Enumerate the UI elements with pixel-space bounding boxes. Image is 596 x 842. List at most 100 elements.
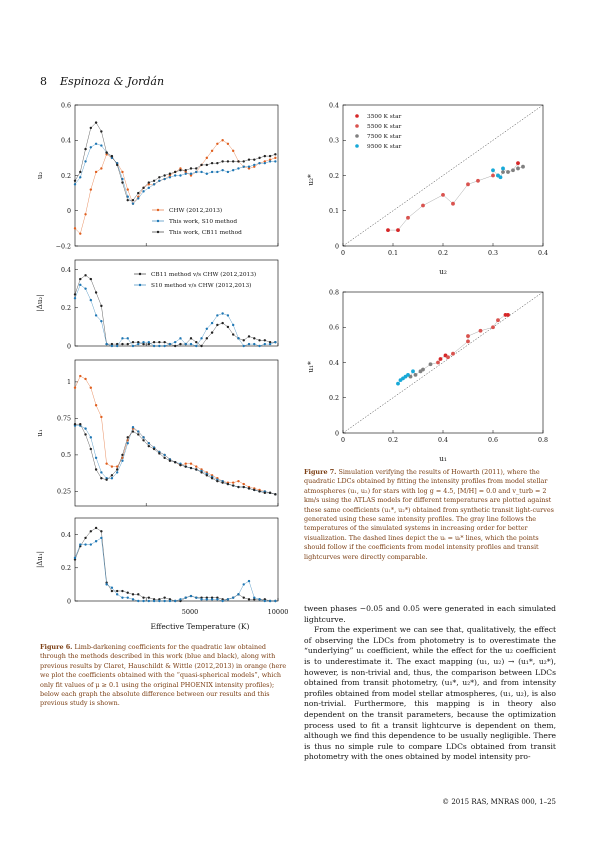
fig6-panel-2-series-1-point [94,456,98,460]
fig6-panel-1-series-1-point [163,344,166,348]
fig6-panel-1-series-1-point [94,314,98,317]
fig6-panel-1-series-0-point [268,340,272,344]
fig6-panel-2-ytick-label: 0.25 [57,489,71,496]
fig6-panel-3-series-1-point [195,596,198,599]
fig6-panel-1-series-1-point [231,323,235,327]
fig7-bottom-identity-line [342,291,544,434]
fig6-panel-3-series-1-point [184,596,187,599]
fig6-legend-top-marker [156,219,160,223]
fig6-panel-0-series-1-point [100,144,103,147]
fig6-panel-2-series-0-point [105,462,108,465]
fig6-legend-mid-label: CB11 method v/s CHW (2012,2013) [151,271,256,278]
fig6-panel-2-series-1-point [115,471,119,474]
fig6-panel-0-series-1-point [126,195,129,198]
fig6-panel-2-series-2-point [94,468,98,471]
fig6-panel-3-series-0-point [200,596,203,599]
fig6-panel-0-series-1-point [231,169,235,172]
fig7-top-xtick-label: 0.4 [538,250,548,257]
fig6-panel-0-series-1-point [184,172,187,175]
fig6-panel-0-series-2-point [189,167,193,170]
fig6-panel-0-series-2-point [184,169,187,172]
fig6-panel-1-series-0-point [205,337,209,340]
fig6-panel-1-series-0-point [173,344,177,348]
figure-7-top: 0 0.1 0.2 0.3 0.4 0.4 0.3 0.2 0.1 0 3500 K star 550… [306,102,548,276]
fig6-panel-2-ytick-label: 0.75 [57,416,71,423]
fig6-panel-2-series-2-point [221,481,224,484]
fig6-panel-0-ytick-label: −0.2 [56,243,71,250]
fig7-top-series-1-point [421,203,425,208]
fig6-panel-0-series-2-point [263,154,267,158]
fig7-top-xtick-label: 0.1 [388,250,398,257]
fig6-panel-1-series-1-point [73,297,77,300]
body-text: tween phases −0.05 and 0.05 were generat… [304,604,556,763]
fig7-top-xtick-label: 0.3 [488,250,498,257]
figure-7-caption: Figure 7. Simulation verifying the resul… [304,468,556,562]
fig7-bottom-ytick-label: 0.4 [329,360,339,367]
fig6-panel-0-series-0-point [126,188,129,191]
fig6-panel-1-series-1-point [189,342,193,346]
fig6-panel-2-series-2-point [168,459,172,462]
fig6-panel-2-series-0-point [84,377,87,381]
fig6-panel-2-series-2-point [110,474,114,477]
fig6-panel-2-ytick-label: 1 [67,379,71,386]
fig6-panel-0-series-1-point [216,170,219,174]
fig6-panel-3-ytick-label: 0 [67,598,71,605]
fig7-bottom-series-1-point [478,328,483,333]
page-number: 8 [40,75,47,88]
figure-6-text: Limb-darkening coefficients for the quad… [40,643,287,708]
fig7-bottom-series-1-point [466,334,470,338]
fig6-panel-3-series-0-point [94,526,98,530]
fig6-panel-1-series-0-point [79,277,82,281]
fig7-bottom-series-1-point [451,351,455,356]
fig6-panel-0-series-0-point [210,149,214,153]
fig6-panel-2-series-1-point [89,436,93,439]
fig6-panel-3-series-0-point [210,596,214,599]
fig6-panel-0-series-2-point [89,126,93,130]
fig6-panel-0-series-0-point [184,170,187,174]
fig6-panel-1-series-0-point [226,325,230,329]
fig6-panel-0-series-1-point [263,161,267,165]
fig6-panel-0-series-1-point [84,160,87,163]
fig6-panel-2-series-1-point [110,477,114,480]
fig6-panel-1-series-0-point [115,342,119,346]
fig6-panel-1-series-1-point [226,314,230,317]
fig6-panel-1-series-0-point [221,321,224,325]
fig6-panel-0-series-2-point [163,174,166,177]
fig6-panel-3-series-1-point [142,599,145,603]
fig6-panel-1-series-1-point [210,321,214,325]
fig6-panel-2-series-0-point [195,465,198,468]
fig7-bottom-ytick-label: 0.2 [329,395,339,402]
fig6-legend-top-label: This work, CB11 method [169,230,242,236]
fig6-panel-3-series-0-point [205,596,209,599]
fig6-panel-0-series-0-point [274,156,277,160]
fig6-panel-2-series-0-point [237,479,240,483]
fig6-panel-2-series-2-point [115,468,119,471]
fig6-panel-2-series-2-point [163,456,166,460]
fig6-panel-3-series-1-point [89,543,93,546]
fig6-panel-0-series-1-point [253,163,256,167]
fig6-panel-2-series-2-point [216,479,219,483]
fig6-panel-1-series-1-point [137,342,140,346]
fig6-panel-1-series-0-point [126,342,129,346]
fig7-top-ytick-label: 0.4 [329,102,339,109]
fig7-bottom-xtick-label: 0.8 [538,437,548,444]
fig6-panel-3-series-1-point [231,596,235,599]
figure-7-label: Figure 7. [304,468,337,476]
fig6-panel-0-series-1-point [94,142,98,145]
fig6-panel-2-series-1-point [142,436,145,439]
fig7-bottom-series-3-point [411,369,415,374]
fig6-panel-1-series-1-point [268,342,272,346]
fig6-panel-1-series-1-point [79,283,82,287]
fig6-panel-0-series-0-point [268,158,272,161]
fig6-panel-0-series-0-point [147,183,151,186]
fig7-top-xlabel: u₂ [439,267,447,276]
fig6-panel-3-series-1-point [237,593,240,596]
fig6-panel-2-series-2-point [200,471,203,474]
fig6-panel-2-series-0-point [89,386,93,389]
fig6-panel-2-series-2-point [126,436,129,439]
fig6-panel-0-series-1-point [226,170,230,174]
fig6-panel-1-ylabel: |Δu₂| [36,294,44,311]
fig6-panel-3-series-1-point [137,599,140,603]
fig6-panel-1-series-1-point [263,342,267,346]
fig6-panel-1-series-0-point [242,339,245,342]
